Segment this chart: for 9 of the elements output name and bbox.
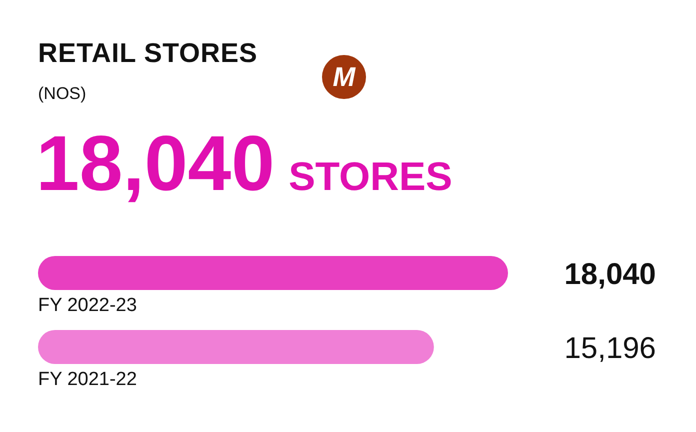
letter-badge-icon: M bbox=[322, 55, 366, 99]
y-tick-label: FY 2022-23 bbox=[38, 295, 137, 316]
text: 18,040 bbox=[36, 119, 275, 207]
text: STORES bbox=[288, 155, 452, 199]
data-label: 15,196 bbox=[564, 332, 656, 365]
y-tick-label: FY 2021-22 bbox=[38, 369, 137, 390]
chart-subtitle: (NOS) bbox=[38, 84, 86, 104]
chart-title: RETAIL STORES bbox=[38, 38, 258, 69]
data-label: 18,040 bbox=[564, 258, 656, 291]
